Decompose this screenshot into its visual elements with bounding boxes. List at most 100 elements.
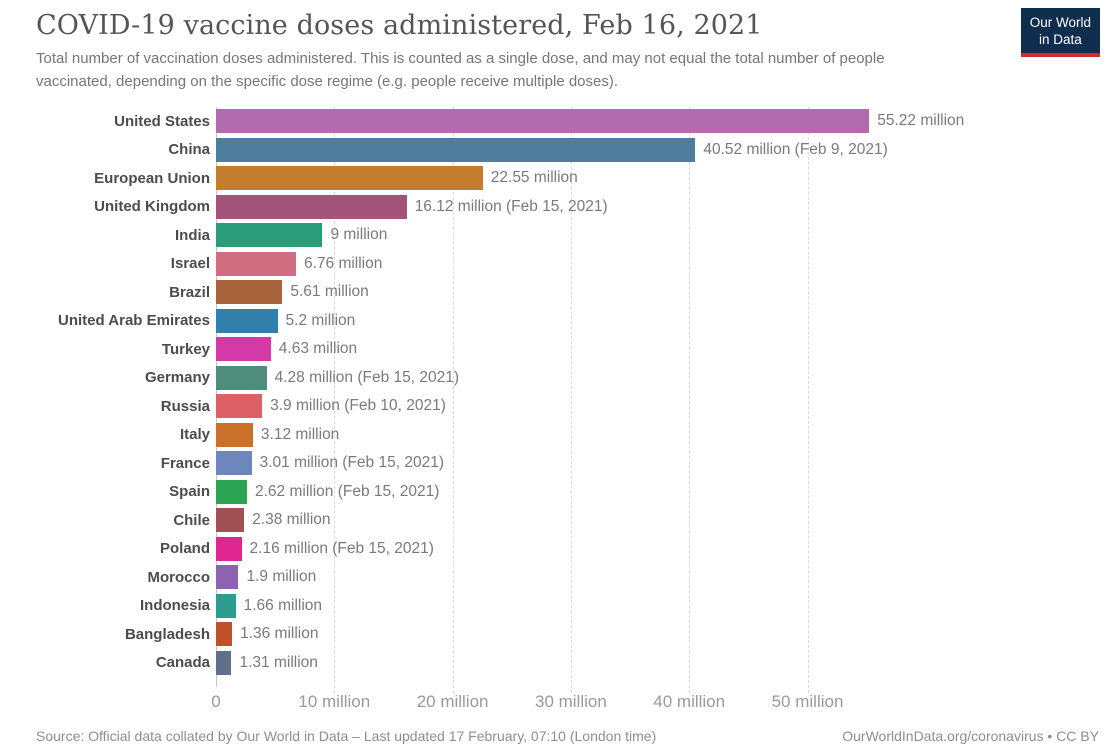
bar-row: Turkey 4.63 million xyxy=(30,335,1107,364)
bar[interactable] xyxy=(216,337,271,362)
bar[interactable] xyxy=(216,109,870,134)
chart-footer: Source: Official data collated by Our Wo… xyxy=(0,728,1107,744)
value-label: 1.31 million xyxy=(239,653,318,671)
value-label: 4.63 million xyxy=(278,340,358,358)
value-label: 1.9 million xyxy=(246,568,317,586)
x-tick-label: 50 million xyxy=(771,691,844,711)
x-tick-label: 30 million xyxy=(534,691,607,711)
x-tick-label: 0 xyxy=(211,691,221,711)
value-label: 1.66 million xyxy=(243,596,323,614)
country-label: Germany xyxy=(144,369,210,387)
bar[interactable] xyxy=(216,622,233,647)
country-label: Israel xyxy=(170,255,210,273)
country-label: Indonesia xyxy=(139,597,210,615)
country-label: Spain xyxy=(169,483,210,501)
country-label: Turkey xyxy=(161,340,210,358)
bar[interactable] xyxy=(216,650,232,675)
country-label: China xyxy=(168,141,210,159)
value-label: 40.52 million (Feb 9, 2021) xyxy=(703,140,888,158)
bar-row: Canada 1.31 million xyxy=(30,648,1107,677)
chart-header: COVID-19 vaccine doses administered, Feb… xyxy=(0,0,1107,93)
country-label: France xyxy=(160,454,210,472)
bar-area: 22.55 million xyxy=(216,166,1107,191)
footer-link[interactable]: OurWorldInData.org/coronavirus • CC BY xyxy=(842,728,1099,744)
bar-row: United Arab Emirates 5.2 million xyxy=(30,306,1107,335)
country-label: United States xyxy=(114,112,210,130)
page-title: COVID-19 vaccine doses administered, Feb… xyxy=(36,10,763,41)
value-label: 2.38 million xyxy=(252,511,331,529)
bar[interactable] xyxy=(216,365,267,390)
bar[interactable] xyxy=(216,280,283,305)
country-label: Russia xyxy=(160,397,210,415)
bar-row: China 40.52 million (Feb 9, 2021) xyxy=(30,135,1107,164)
bar[interactable] xyxy=(216,422,253,447)
country-label: Canada xyxy=(155,654,210,672)
country-label: European Union xyxy=(94,169,210,187)
bar[interactable] xyxy=(216,137,696,162)
bar-area: 4.28 million (Feb 15, 2021) xyxy=(216,365,1107,390)
bar-area: 1.66 million xyxy=(216,593,1107,618)
bar-rows: United States 55.22 million China 40.52 mil… xyxy=(30,107,1107,677)
gridline xyxy=(807,106,809,693)
bar[interactable] xyxy=(216,593,236,618)
owid-logo-line2: in Data xyxy=(1038,32,1082,48)
bar-area: 2.62 million (Feb 15, 2021) xyxy=(216,479,1107,504)
bar-area: 2.16 million (Feb 15, 2021) xyxy=(216,536,1107,561)
bar[interactable] xyxy=(216,451,252,476)
bar[interactable] xyxy=(216,223,323,248)
x-tick-label: 40 million xyxy=(653,691,726,711)
country-label: Morocco xyxy=(147,568,210,586)
bar-row: Spain 2.62 million (Feb 15, 2021) xyxy=(30,477,1107,506)
value-label: 2.16 million (Feb 15, 2021) xyxy=(249,539,434,557)
value-label: 1.36 million xyxy=(240,625,319,643)
x-axis: 0 10 million 20 million 30 million 40 millio… xyxy=(211,677,1107,713)
bar-row: Brazil 5.61 million xyxy=(30,278,1107,307)
value-label: 5.2 million xyxy=(285,311,356,329)
value-label: 9 million xyxy=(330,226,388,244)
country-label: United Arab Emirates xyxy=(58,312,210,330)
gridline xyxy=(334,106,336,693)
bar-row: Morocco 1.9 million xyxy=(30,563,1107,592)
country-label: Poland xyxy=(159,540,210,558)
bar[interactable] xyxy=(216,479,247,504)
bar-area: 5.2 million xyxy=(216,308,1107,333)
value-label: 55.22 million xyxy=(877,112,965,130)
value-label: 3.12 million xyxy=(260,425,340,443)
bar-row: France 3.01 million (Feb 15, 2021) xyxy=(30,449,1107,478)
bar[interactable] xyxy=(216,308,278,333)
bar[interactable] xyxy=(216,565,239,590)
country-label: Italy xyxy=(179,426,210,444)
bar-row: Israel 6.76 million xyxy=(30,249,1107,278)
bar-area: 16.12 million (Feb 15, 2021) xyxy=(216,194,1107,219)
bar-row: Chile 2.38 million xyxy=(30,506,1107,535)
bar[interactable] xyxy=(216,508,245,533)
value-label: 2.62 million (Feb 15, 2021) xyxy=(254,482,440,500)
country-label: Chile xyxy=(173,511,210,529)
bar-row: Poland 2.16 million (Feb 15, 2021) xyxy=(30,534,1107,563)
bar-area: 55.22 million xyxy=(216,109,1107,134)
value-label: 3.9 million (Feb 10, 2021) xyxy=(270,397,446,415)
bar[interactable] xyxy=(216,536,242,561)
value-label: 4.28 million (Feb 15, 2021) xyxy=(274,368,460,386)
gridline xyxy=(452,106,454,693)
country-label: United Kingdom xyxy=(94,198,210,216)
bar-area: 1.31 million xyxy=(216,650,1107,675)
value-label: 5.61 million xyxy=(290,283,369,301)
country-label: Bangladesh xyxy=(124,625,210,643)
bar[interactable] xyxy=(216,194,407,219)
bar[interactable] xyxy=(216,251,296,276)
bar-row: Indonesia 1.66 million xyxy=(30,591,1107,620)
gridline xyxy=(570,106,572,693)
bar[interactable] xyxy=(216,166,483,191)
bar-area: 1.9 million xyxy=(216,565,1107,590)
value-label: 22.55 million xyxy=(490,169,578,187)
bar-chart: United States 55.22 million China 40.52 mil… xyxy=(30,106,1107,713)
bar-area: 2.38 million xyxy=(216,508,1107,533)
x-tick-label: 20 million xyxy=(416,691,489,711)
owid-logo[interactable]: Our World in Data xyxy=(1020,8,1100,57)
bar-area: 3.01 million (Feb 15, 2021) xyxy=(216,451,1107,476)
bar[interactable] xyxy=(216,394,263,419)
page-subtitle: Total number of vaccination doses admini… xyxy=(36,50,885,90)
bar-row: Germany 4.28 million (Feb 15, 2021) xyxy=(30,363,1107,392)
